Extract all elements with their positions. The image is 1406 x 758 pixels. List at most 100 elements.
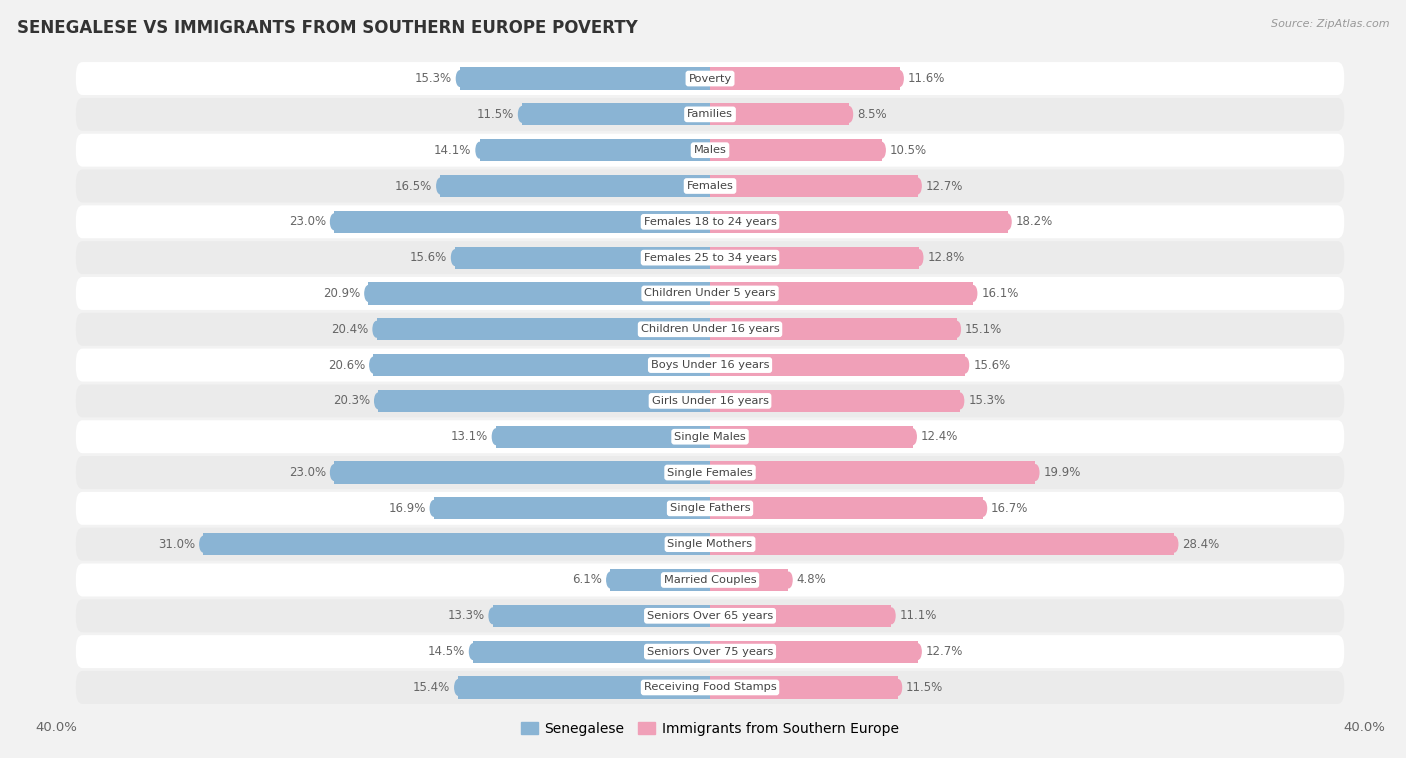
Bar xyxy=(479,139,710,161)
Bar xyxy=(434,497,710,519)
Text: 20.9%: 20.9% xyxy=(323,287,360,300)
Bar xyxy=(710,103,849,126)
Text: 31.0%: 31.0% xyxy=(157,537,195,550)
Text: 12.7%: 12.7% xyxy=(925,180,963,193)
Bar xyxy=(710,139,882,161)
Circle shape xyxy=(845,107,852,122)
FancyBboxPatch shape xyxy=(76,671,1344,704)
Text: Single Males: Single Males xyxy=(673,432,747,442)
FancyBboxPatch shape xyxy=(76,635,1344,668)
Text: Single Fathers: Single Fathers xyxy=(669,503,751,513)
Bar xyxy=(710,67,900,89)
Bar xyxy=(710,641,918,662)
Bar xyxy=(710,605,891,627)
FancyBboxPatch shape xyxy=(76,456,1344,489)
Bar xyxy=(440,175,710,197)
Bar xyxy=(460,67,710,89)
Bar xyxy=(710,354,965,376)
Text: 11.5%: 11.5% xyxy=(477,108,515,121)
FancyBboxPatch shape xyxy=(76,600,1344,632)
Circle shape xyxy=(980,500,987,516)
FancyBboxPatch shape xyxy=(76,492,1344,525)
Text: Females: Females xyxy=(686,181,734,191)
Text: 16.5%: 16.5% xyxy=(395,180,432,193)
Text: Married Couples: Married Couples xyxy=(664,575,756,585)
Text: 19.9%: 19.9% xyxy=(1043,466,1081,479)
Text: 8.5%: 8.5% xyxy=(858,108,887,121)
Text: 23.0%: 23.0% xyxy=(288,466,326,479)
Circle shape xyxy=(896,70,903,86)
FancyBboxPatch shape xyxy=(76,384,1344,418)
FancyBboxPatch shape xyxy=(76,62,1344,95)
Text: 11.5%: 11.5% xyxy=(905,681,943,694)
Circle shape xyxy=(374,393,382,409)
Text: 15.3%: 15.3% xyxy=(415,72,451,85)
Text: 23.0%: 23.0% xyxy=(288,215,326,228)
Text: 15.6%: 15.6% xyxy=(409,251,447,264)
FancyBboxPatch shape xyxy=(76,98,1344,131)
Bar xyxy=(368,282,710,305)
Circle shape xyxy=(889,608,896,624)
Bar xyxy=(710,426,912,448)
Text: Females 18 to 24 years: Females 18 to 24 years xyxy=(644,217,776,227)
Circle shape xyxy=(953,321,960,337)
Legend: Senegalese, Immigrants from Southern Europe: Senegalese, Immigrants from Southern Eur… xyxy=(516,716,904,741)
FancyBboxPatch shape xyxy=(76,277,1344,310)
Circle shape xyxy=(607,572,614,587)
Bar xyxy=(710,462,1035,484)
Text: 18.2%: 18.2% xyxy=(1015,215,1053,228)
Bar xyxy=(710,175,918,197)
Circle shape xyxy=(1004,214,1011,230)
Bar xyxy=(710,390,960,412)
Text: 14.5%: 14.5% xyxy=(427,645,465,658)
Text: Receiving Food Stamps: Receiving Food Stamps xyxy=(644,682,776,693)
Text: 15.3%: 15.3% xyxy=(969,394,1005,407)
Text: SENEGALESE VS IMMIGRANTS FROM SOUTHERN EUROPE POVERTY: SENEGALESE VS IMMIGRANTS FROM SOUTHERN E… xyxy=(17,19,638,37)
Text: Seniors Over 65 years: Seniors Over 65 years xyxy=(647,611,773,621)
Text: 12.4%: 12.4% xyxy=(921,431,959,443)
Bar xyxy=(496,426,710,448)
Bar xyxy=(710,282,973,305)
Circle shape xyxy=(970,286,977,301)
Text: 28.4%: 28.4% xyxy=(1182,537,1219,550)
Bar xyxy=(377,318,710,340)
Bar xyxy=(335,211,710,233)
Bar xyxy=(458,676,710,699)
Text: 20.4%: 20.4% xyxy=(332,323,368,336)
Bar xyxy=(456,246,710,269)
Text: Girls Under 16 years: Girls Under 16 years xyxy=(651,396,769,406)
Circle shape xyxy=(330,214,337,230)
Text: 12.7%: 12.7% xyxy=(925,645,963,658)
Circle shape xyxy=(330,465,337,481)
Circle shape xyxy=(451,250,458,265)
Text: 15.4%: 15.4% xyxy=(413,681,450,694)
Circle shape xyxy=(519,107,526,122)
Circle shape xyxy=(785,572,792,587)
Text: Families: Families xyxy=(688,109,733,119)
Circle shape xyxy=(489,608,496,624)
FancyBboxPatch shape xyxy=(76,563,1344,597)
Text: Males: Males xyxy=(693,146,727,155)
Circle shape xyxy=(492,429,499,444)
Bar xyxy=(710,318,957,340)
Text: 12.8%: 12.8% xyxy=(928,251,965,264)
Bar xyxy=(492,605,710,627)
Circle shape xyxy=(962,357,969,373)
Bar xyxy=(204,533,710,556)
Text: 15.6%: 15.6% xyxy=(973,359,1011,371)
Circle shape xyxy=(1171,537,1178,552)
Text: 13.1%: 13.1% xyxy=(450,431,488,443)
Text: 13.3%: 13.3% xyxy=(447,609,485,622)
Text: Children Under 16 years: Children Under 16 years xyxy=(641,324,779,334)
Text: 20.6%: 20.6% xyxy=(328,359,366,371)
Circle shape xyxy=(200,537,207,552)
Circle shape xyxy=(430,500,437,516)
Text: 11.6%: 11.6% xyxy=(908,72,945,85)
Text: 4.8%: 4.8% xyxy=(797,574,827,587)
Text: 6.1%: 6.1% xyxy=(572,574,602,587)
FancyBboxPatch shape xyxy=(76,349,1344,381)
Circle shape xyxy=(477,143,484,158)
Text: Seniors Over 75 years: Seniors Over 75 years xyxy=(647,647,773,656)
Circle shape xyxy=(1032,465,1039,481)
FancyBboxPatch shape xyxy=(76,205,1344,238)
